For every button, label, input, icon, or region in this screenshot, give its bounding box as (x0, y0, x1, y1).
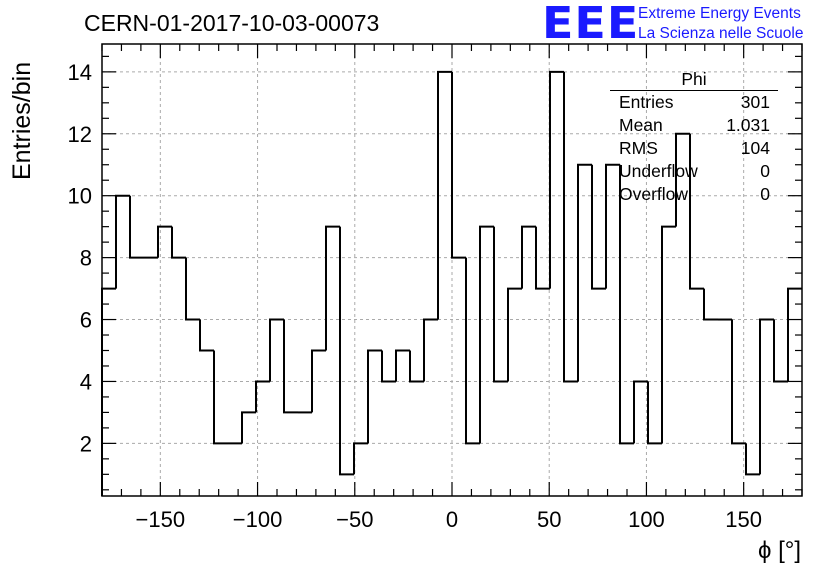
x-tick-labels: −150 −100 −50 0 50 100 150 (136, 507, 762, 532)
histogram-bin (157, 225, 172, 258)
histogram-bin (381, 350, 396, 383)
y-tick-label: 4 (80, 369, 92, 394)
histogram-bin (451, 71, 466, 259)
histogram-bin (241, 411, 256, 444)
histogram-bin (311, 349, 326, 413)
stats-value: 0 (760, 184, 770, 204)
histogram-bin (437, 70, 452, 320)
x-axis-title: ϕ [°] (758, 537, 801, 564)
histogram-bin (647, 381, 662, 445)
x-tick-label: 50 (537, 507, 561, 532)
histogram-bin (493, 226, 508, 383)
stats-row-underflow: Underflow 0 (610, 160, 778, 183)
stats-label: Underflow (619, 161, 698, 181)
histogram-bin (367, 349, 382, 444)
histogram-bin (465, 257, 480, 445)
logo-line-2: La Scienza nelle Scuole (638, 25, 804, 42)
histogram-bin (325, 225, 340, 351)
stats-row-rms: RMS 104 (610, 137, 778, 160)
x-tick-label: 0 (446, 507, 458, 532)
histogram-bin (633, 380, 648, 444)
y-tick-label: 12 (68, 122, 92, 147)
histogram-bin (115, 194, 130, 289)
histogram-bin (507, 287, 522, 382)
histogram-bin (619, 164, 634, 445)
stats-value: 104 (740, 138, 770, 158)
histogram-bin (521, 225, 536, 289)
histogram-bin (745, 443, 760, 476)
y-tick-label: 8 (80, 246, 92, 271)
histogram-bin (269, 318, 284, 382)
histogram-bin (605, 163, 620, 289)
histogram-bin (185, 257, 200, 321)
stats-value: 1.031 (726, 115, 770, 135)
histogram-bin (731, 319, 746, 445)
histogram-bin (479, 225, 494, 444)
histogram-series (101, 70, 802, 496)
y-tick-label: 2 (80, 431, 92, 456)
x-tick-label: −50 (336, 507, 373, 532)
x-tick-label: 150 (725, 507, 762, 532)
histogram-bin (129, 195, 144, 259)
stats-label: Overflow (619, 184, 689, 204)
x-tick-label: 100 (628, 507, 665, 532)
x-tick-label: −150 (136, 507, 186, 532)
histogram-bin (395, 349, 410, 382)
axis-ticks (101, 44, 803, 496)
stats-label: Entries (619, 92, 674, 112)
stats-row-overflow: Overflow 0 (610, 183, 778, 206)
eee-logo: EEE (542, 0, 640, 49)
stats-row-mean: Mean 1.031 (610, 114, 778, 137)
y-axis-title: Entries/bin (8, 62, 36, 180)
y-tick-label: 6 (80, 308, 92, 333)
x-tick-label: −100 (233, 507, 283, 532)
histogram-bin (423, 318, 438, 382)
stats-title: Phi (610, 68, 778, 91)
stats-box: Phi Entries 301 Mean 1.031 RMS 104 Under… (610, 68, 778, 206)
histogram-bin (661, 225, 676, 444)
histogram-bin (703, 288, 718, 321)
histogram-bin (409, 350, 424, 383)
stats-label: Mean (619, 115, 663, 135)
histogram-bin (213, 350, 228, 445)
stats-label: RMS (619, 138, 658, 158)
histogram-bin (255, 380, 270, 413)
histogram-bin (199, 319, 214, 352)
histogram-bin (339, 226, 354, 476)
histogram-bin (549, 70, 564, 289)
stats-value: 0 (760, 161, 770, 181)
y-tick-label: 10 (68, 184, 92, 209)
histogram-bin (689, 133, 704, 290)
histogram-bin (675, 132, 690, 227)
histogram-bin (591, 164, 606, 290)
stats-row-entries: Entries 301 (610, 91, 778, 114)
histogram-bin (171, 226, 186, 259)
histogram-bin (353, 442, 368, 475)
histogram-bin (759, 318, 774, 475)
y-tick-label: 14 (68, 60, 92, 85)
histogram-bin (563, 71, 578, 383)
histogram-bin (283, 319, 298, 414)
logo-line-1: Extreme Energy Events (638, 5, 801, 22)
run-title: CERN-01-2017-10-03-00073 (84, 10, 380, 36)
histogram-bin (577, 163, 592, 382)
stats-value: 301 (740, 92, 770, 112)
y-tick-labels: 2 4 6 8 10 12 14 (68, 60, 92, 457)
histogram-bin (773, 319, 788, 383)
histogram-bin (535, 226, 550, 290)
logo-caption: Extreme Energy Events La Scienza nelle S… (638, 4, 803, 44)
